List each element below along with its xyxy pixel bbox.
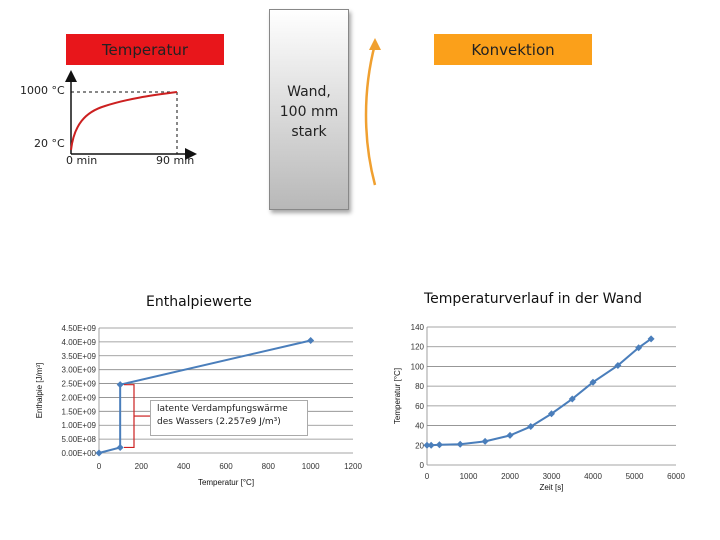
y-axis-label: Enthalpie [J/m³]	[35, 363, 44, 419]
data-point	[481, 437, 489, 445]
latent-heat-annotation: latente Verdampfungswärme des Wassers (2…	[150, 400, 308, 436]
convection-arrow	[364, 38, 381, 186]
y-tick-label: 3.50E+09	[62, 352, 97, 361]
convection-arrow-shaft	[364, 43, 377, 186]
series-line	[427, 338, 652, 447]
temperature-chart-title: Temperaturverlauf in der Wand	[424, 291, 642, 307]
x-tick-label: 1200	[344, 462, 362, 471]
x-tick-label: 2000	[501, 472, 519, 481]
x-axis-label: Zeit [s]	[539, 483, 563, 492]
x-tick-label: 0	[425, 472, 430, 481]
data-point	[614, 361, 622, 369]
konvektion-label-box: Konvektion	[434, 34, 592, 65]
wall-label: Wand, 100 mm stark	[279, 84, 339, 140]
data-point	[589, 378, 597, 386]
data-point	[456, 440, 464, 448]
data-point	[647, 335, 655, 343]
temperatur-label-box: Temperatur	[66, 34, 224, 65]
data-point	[427, 441, 435, 449]
x-tick-label: 1000	[460, 472, 478, 481]
convection-arrow-head	[369, 38, 381, 50]
temperatur-label: Temperatur	[101, 40, 189, 59]
enthalpy-chart: 0.00E+00 5.00E+08 1.00E+09 1.50E+09 2.00E+09…	[35, 324, 362, 487]
konvektion-label: Konvektion	[471, 40, 555, 59]
y-tick-label: 40	[415, 422, 424, 431]
data-point	[548, 410, 555, 418]
y-tick-label: 120	[411, 343, 425, 352]
y-tick-label: 4.00E+09	[62, 338, 97, 347]
mini-y-top-label: 1000 °C	[20, 84, 65, 97]
y-tick-label: 0.00E+00	[62, 449, 97, 458]
x-tick-label: 4000	[584, 472, 602, 481]
x-tick-label: 6000	[667, 472, 685, 481]
y-tick-label: 2.00E+09	[62, 393, 97, 402]
x-tick-label: 200	[135, 462, 149, 471]
y-tick-label: 1.50E+09	[62, 407, 97, 416]
mini-x-right-label: 90 min	[156, 154, 195, 167]
mini-temperature-curve	[70, 91, 178, 151]
y-tick-label: 0	[420, 461, 425, 470]
x-axis-label: Temperatur [°C]	[198, 478, 254, 487]
data-point	[116, 443, 124, 451]
y-axis-label: Temperatur [°C]	[393, 368, 402, 424]
mini-x-left-label: 0 min	[66, 154, 98, 167]
y-tick-label: 2.50E+09	[62, 380, 97, 389]
y-tick-label: 3.00E+09	[62, 366, 97, 375]
data-point	[423, 441, 431, 449]
annotation-line-2: des Wassers (2.257e9 J/m³)	[157, 417, 281, 427]
latent-heat-bracket	[124, 384, 135, 449]
data-point	[506, 431, 514, 439]
data-point	[307, 337, 315, 344]
annotation-line-1: latente Verdampfungswärme	[157, 404, 288, 414]
data-point	[116, 381, 124, 389]
y-tick-label: 4.50E+09	[62, 324, 97, 333]
data-point	[635, 344, 643, 352]
enthalpy-chart-title: Enthalpiewerte	[146, 294, 252, 310]
y-tick-label: 5.00E+08	[62, 435, 97, 444]
x-tick-label: 5000	[626, 472, 644, 481]
x-tick-label: 3000	[543, 472, 561, 481]
x-tick-label: 0	[97, 462, 102, 471]
y-tick-label: 60	[415, 402, 424, 411]
data-point	[435, 441, 443, 449]
mini-y-bottom-label: 20 °C	[34, 137, 65, 150]
y-tick-label: 20	[415, 441, 424, 450]
series-line	[98, 339, 311, 454]
y-tick-label: 80	[415, 382, 424, 391]
y-tick-label: 100	[411, 362, 425, 371]
x-tick-label: 400	[177, 462, 191, 471]
y-tick-label: 1.00E+09	[62, 421, 97, 430]
wall-block: Wand, 100 mm stark	[269, 9, 349, 210]
mini-temperature-chart	[65, 70, 197, 160]
x-tick-label: 800	[262, 462, 276, 471]
data-point	[95, 449, 103, 457]
data-point	[568, 395, 576, 403]
x-tick-label: 1000	[302, 462, 320, 471]
x-tick-label: 600	[219, 462, 233, 471]
temperature-chart: 0 20 40 60 80 100 120 140 0 1000 2000 3000 4000 5000 6…	[393, 323, 685, 492]
data-point	[527, 423, 535, 431]
y-tick-label: 140	[411, 323, 425, 332]
